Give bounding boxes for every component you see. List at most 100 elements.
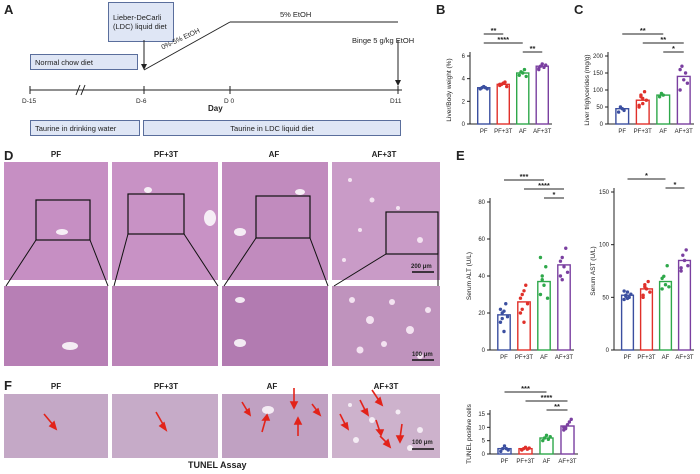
tunel-pf xyxy=(4,394,108,458)
data-point xyxy=(663,282,668,287)
x-tick-label: AF xyxy=(519,129,527,135)
data-point xyxy=(616,110,621,114)
sig-label: ** xyxy=(660,35,666,44)
data-point xyxy=(542,283,546,287)
y-tick-label: 100 xyxy=(599,243,610,249)
data-point xyxy=(641,101,645,106)
data-point xyxy=(569,417,573,422)
sig-label: ** xyxy=(530,44,536,53)
y-tick-label: 0 xyxy=(482,348,486,354)
serum-ast-chart: 0 50 100 150 Serum AST (U/L) PF PF+3T AF AF+3T * * xyxy=(590,171,694,361)
data-point xyxy=(686,264,690,268)
data-point xyxy=(502,444,507,448)
data-point xyxy=(665,264,669,268)
day-label-d11: D11 xyxy=(390,98,402,105)
x-tick-label: AF+3T xyxy=(555,355,574,361)
data-point xyxy=(565,422,570,427)
data-point xyxy=(661,93,665,97)
he-label-af: AF xyxy=(268,150,280,159)
sig-label: **** xyxy=(538,181,550,190)
x-tick-label: AF+3T xyxy=(558,459,577,465)
tunel-scale-bar: 100 μm xyxy=(412,440,433,446)
data-point xyxy=(560,255,564,260)
bar-AF xyxy=(516,72,530,125)
tunel-label-af3t: AF+3T xyxy=(373,382,399,391)
data-point xyxy=(545,296,550,300)
data-point xyxy=(622,297,626,302)
data-point xyxy=(641,295,645,300)
data-point xyxy=(558,259,563,263)
sig-label: * xyxy=(672,44,675,53)
tunel-assay-title: TUNEL Assay xyxy=(188,460,247,470)
x-tick-label: PF+3T xyxy=(637,355,656,361)
x-tick-label: PF xyxy=(500,355,508,361)
data-point xyxy=(622,289,626,293)
sig-label: *** xyxy=(520,172,529,181)
binge-label: Binge 5 g/kg EtOH xyxy=(352,36,415,45)
data-point xyxy=(538,255,543,260)
data-point xyxy=(660,287,664,291)
data-point xyxy=(622,108,626,113)
y-axis-label: Serum AST (U/L) xyxy=(590,246,597,295)
bar-PF xyxy=(477,87,491,125)
data-point xyxy=(560,278,564,282)
data-point xyxy=(542,436,547,440)
x-tick-label: AF xyxy=(540,355,548,361)
panel-label-f: F xyxy=(4,378,12,393)
data-point xyxy=(563,426,568,431)
data-point xyxy=(524,283,528,287)
data-point xyxy=(522,67,527,72)
y-tick-label: 15 xyxy=(478,412,485,418)
data-point xyxy=(648,290,652,294)
ldc-diet-label: Lieber-DeCarli (LDC) liquid diet xyxy=(113,13,167,31)
data-point xyxy=(524,74,528,79)
y-tick-label: 150 xyxy=(599,190,610,196)
data-point xyxy=(548,434,552,439)
sig-label: * xyxy=(553,190,556,199)
x-tick-label: AF+3T xyxy=(675,129,694,135)
data-point xyxy=(637,105,641,109)
day-axis-label: Day xyxy=(208,104,223,113)
x-tick-label: AF+3T xyxy=(675,355,694,361)
y-tick-label: 50 xyxy=(602,295,609,301)
data-point xyxy=(520,307,524,311)
he-scale-bar-bottom: 100 μm xyxy=(412,352,433,358)
he-top-pf3t xyxy=(112,162,218,280)
bar-AF+3T xyxy=(676,75,691,125)
data-point xyxy=(544,265,548,269)
normal-chow-box: Normal chow diet xyxy=(30,54,138,70)
x-tick-label: PF+3T xyxy=(516,459,535,465)
bar-AF+3T xyxy=(535,65,549,125)
data-point xyxy=(517,73,521,77)
sig-label: ** xyxy=(640,26,646,35)
data-point xyxy=(564,246,568,250)
taurine-water-box: Taurine in drinking water xyxy=(30,120,140,136)
y-tick-label: 80 xyxy=(478,200,485,206)
data-point xyxy=(657,95,662,99)
data-point xyxy=(540,62,544,66)
y-axis-label: Liver triglycerides (mg/g) xyxy=(584,54,591,125)
y-tick-label: 60 xyxy=(478,237,485,243)
data-point xyxy=(629,292,633,296)
data-point xyxy=(644,98,649,102)
data-point xyxy=(625,290,630,294)
data-point xyxy=(682,258,687,263)
data-point xyxy=(660,276,664,281)
day-label-d0: D 0 xyxy=(224,98,235,105)
bar-AF+3T xyxy=(677,259,692,351)
tunel-label-pf: PF xyxy=(50,382,62,391)
tunel-label-pf3t: PF+3T xyxy=(153,382,179,391)
bar-PF+3T xyxy=(517,301,531,351)
data-point xyxy=(505,84,509,89)
y-tick-label: 5 xyxy=(482,439,486,445)
bar-AF xyxy=(656,94,671,125)
data-point xyxy=(505,315,510,319)
data-point xyxy=(521,71,525,75)
data-point xyxy=(683,71,688,75)
ldc-diet-box: Lieber-DeCarli (LDC) liquid diet xyxy=(108,2,174,42)
data-point xyxy=(503,80,507,84)
data-point xyxy=(684,248,688,252)
data-point xyxy=(485,87,489,91)
sig-label: ** xyxy=(491,26,497,35)
